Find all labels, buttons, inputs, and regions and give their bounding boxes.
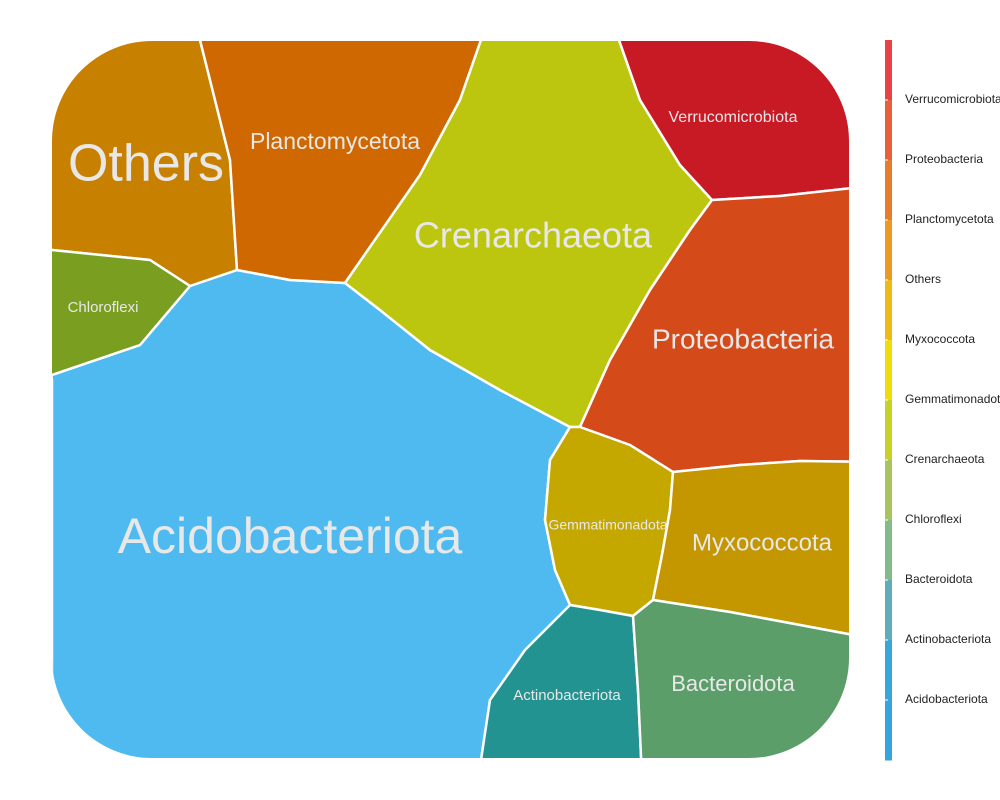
cell-actinobacteriota	[473, 603, 645, 758]
legend-swatch	[885, 520, 892, 581]
legend-swatch	[885, 100, 892, 161]
legend-label-bacteroidota: Bacteroidota	[905, 572, 973, 586]
cell-chloroflexi	[52, 248, 192, 380]
legend-label-verrucomicrobiota: Verrucomicrobiota	[905, 92, 1000, 106]
cell-label-verrucomicrobiota: Verrucomicrobiota	[669, 109, 798, 126]
legend-swatch	[885, 160, 892, 221]
legend-label-proteobacteria: Proteobacteria	[905, 152, 983, 166]
cell-label-others: Others	[68, 135, 224, 193]
legend-swatch	[885, 400, 892, 461]
cell-label-bacteroidota: Bacteroidota	[671, 671, 795, 696]
legend-label-acidobacteriota: Acidobacteriota	[905, 692, 988, 706]
legend-swatch	[885, 580, 892, 641]
treemap-cells	[52, 41, 849, 758]
cell-label-acidobacteriota: Acidobacteriota	[118, 508, 463, 564]
cell-label-myxococcota: Myxococcota	[692, 529, 833, 556]
cell-label-proteobacteria: Proteobacteria	[652, 323, 835, 354]
legend-swatch	[885, 460, 892, 521]
legend: Verrucomicrobiota Proteobacteria Planctomy…	[885, 40, 1000, 761]
legend-label-chloroflexi: Chloroflexi	[905, 512, 962, 526]
legend-swatch	[885, 40, 892, 101]
legend-swatch	[885, 280, 892, 341]
legend-label-others: Others	[905, 272, 941, 286]
legend-swatch	[885, 220, 892, 281]
cell-label-actinobacteriota: Actinobacteriota	[513, 687, 621, 704]
cell-label-planctomycetota: Planctomycetota	[250, 128, 420, 154]
cell-label-chloroflexi: Chloroflexi	[68, 299, 139, 316]
legend-label-planctomycetota: Planctomycetota	[905, 212, 994, 226]
legend-label-crenarchaeota: Crenarchaeota	[905, 452, 985, 466]
legend-label-myxococcota: Myxococcota	[905, 332, 975, 346]
legend-swatch	[885, 640, 892, 701]
treemap-labels: Acidobacteriota Others Planctomycetota Cren…	[68, 109, 835, 704]
legend-label-actinobacteriota: Actinobacteriota	[905, 632, 991, 646]
legend-swatch	[885, 340, 892, 401]
cell-label-gemmatimonadota: Gemmatimonadota	[548, 517, 667, 533]
cell-label-crenarchaeota: Crenarchaeota	[414, 215, 653, 256]
legend-swatch	[885, 700, 892, 761]
legend-label-gemmatimonadota: Gemmatimonadota	[905, 392, 1000, 406]
